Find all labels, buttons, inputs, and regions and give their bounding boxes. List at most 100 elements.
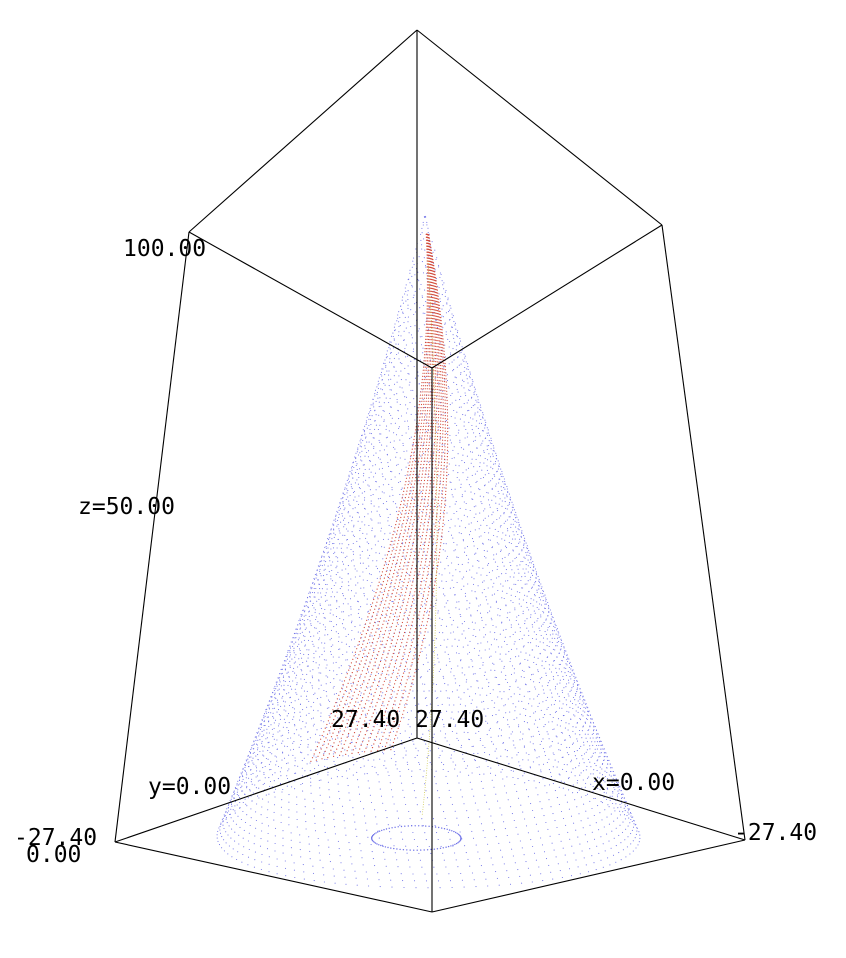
cone-surface-point [572,768,574,770]
cone-surface-point [456,601,458,603]
cone-surface-point [284,680,286,683]
cone-surface-point [356,468,358,471]
cone-surface-point [609,864,611,866]
cone-surface-point [282,788,284,791]
cone-surface-point [329,713,331,715]
cone-surface-point [406,572,408,574]
cone-surface-point [341,586,343,588]
cone-surface-point [438,264,440,266]
cone-surface-point [451,562,453,564]
cone-surface-point [614,774,616,776]
cone-surface-point [547,604,550,607]
cone-surface-point [464,414,466,416]
cone-surface-point [526,618,528,620]
cone-surface-point [519,688,521,690]
cone-surface-point [518,524,520,526]
cone-surface-point [589,824,591,826]
cone-surface-point [492,455,494,457]
cone-surface-point [269,752,271,754]
cone-surface-point [433,406,435,408]
cone-surface-point [488,481,490,483]
cone-surface-point [572,726,574,728]
cone-surface-point [569,838,571,840]
cone-surface-point [585,782,587,784]
cone-surface-point [293,667,295,669]
cone-surface-point [294,712,296,714]
cone-surface-point [476,559,478,562]
cone-surface-point [320,715,322,717]
cone-surface-point [389,681,391,683]
cone-surface-point [393,383,396,385]
cone-surface-point [635,847,637,849]
cone-surface-point [497,696,499,698]
cone-surface-point [523,854,525,856]
cone-surface-point [408,737,410,739]
cone-surface-point [406,668,408,670]
cone-surface-point [457,711,459,713]
cone-surface-point [484,427,486,429]
cone-surface-point [442,768,444,771]
cone-surface-point [338,732,340,734]
cone-surface-point [328,846,330,848]
cone-surface-point [556,628,558,630]
cone-surface-point [474,622,476,624]
cone-surface-point [351,531,353,533]
cone-surface-point [241,771,243,773]
cone-surface-point [442,632,444,634]
cone-surface-point [428,754,430,757]
cone-surface-point [337,632,339,635]
cone-surface-point [407,316,409,318]
cone-surface-point [599,772,601,774]
cone-surface-point [413,599,415,601]
cone-surface-point [515,556,517,558]
cone-surface-point [596,776,599,778]
cone-surface-point [395,724,397,726]
cone-surface-point [317,621,319,623]
cone-surface-point [447,519,450,522]
cone-surface-point [463,692,465,694]
cone-surface-point [519,739,521,741]
cone-surface-point [438,505,440,507]
cone-surface-point [518,542,520,544]
cone-surface-point [490,480,492,482]
cone-surface-point [378,439,380,441]
cone-surface-point [364,524,366,526]
cone-surface-point [554,711,557,713]
cone-surface-point [344,749,346,751]
cone-surface-point [304,726,306,728]
cone-surface-point [582,758,584,760]
cone-surface-point [313,657,315,659]
cone-surface-point [312,725,314,727]
cone-surface-point [520,605,522,607]
cone-surface-point [414,757,416,759]
cone-surface-point [569,736,571,738]
cone-surface-point [271,728,273,730]
cone-surface-point [475,844,477,846]
cone-surface-point [443,543,445,545]
cone-surface-point [345,568,347,570]
cone-surface-point [376,568,379,570]
cone-surface-point [423,542,425,544]
cone-surface-point [453,704,455,706]
cone-surface-point [479,404,481,406]
cone-surface-point [445,775,447,777]
cone-surface-point [575,829,577,831]
cone-surface-point [442,852,444,854]
cone-surface-point [342,502,344,504]
cone-surface-point [578,747,581,749]
cone-surface-point [601,748,603,750]
cone-surface-point [311,685,313,687]
cone-surface-point [262,798,264,800]
cone-surface-point [636,830,638,832]
cone-surface-point [370,694,372,696]
cone-surface-point [498,543,500,545]
cone-surface-point [516,516,518,518]
cone-surface-point [508,535,511,537]
cone-surface-point [472,634,474,636]
cone-surface-point [467,467,470,469]
cone-surface-point [609,785,611,787]
cone-surface-point [407,290,409,292]
cone-surface-point [398,325,400,328]
cone-surface-point [638,831,640,833]
cone-surface-point [537,726,539,728]
